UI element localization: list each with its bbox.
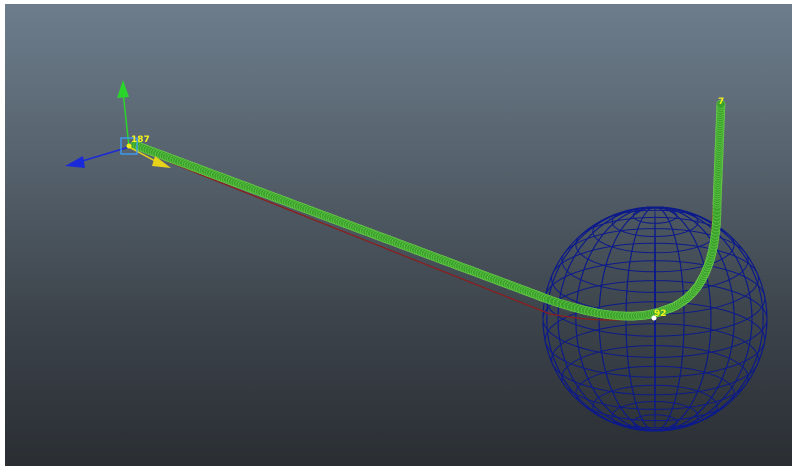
transform-manipulator[interactable] [65, 80, 171, 168]
mid-point-label: 92 [654, 309, 667, 319]
sphere-outline [542, 206, 768, 432]
z-axis-line [128, 146, 158, 163]
x-axis-arrow-icon[interactable] [65, 156, 85, 168]
mid-point-marker[interactable] [651, 315, 657, 321]
3d-viewport[interactable]: 187 92 7 [5, 4, 792, 466]
wireframe-sphere[interactable] [542, 206, 768, 432]
curve-point[interactable] [716, 99, 726, 109]
z-axis-arrow-icon[interactable] [152, 156, 171, 168]
point-curve[interactable] [130, 99, 726, 321]
viewport-canvas[interactable]: 187 92 7 [5, 4, 792, 466]
start-point-label: 187 [131, 135, 150, 145]
y-axis-arrow-icon[interactable] [117, 80, 129, 98]
end-point-label: 7 [718, 97, 724, 107]
pivot-point [126, 143, 132, 149]
y-axis-line [122, 91, 130, 148]
manipulator-handle-icon[interactable] [120, 137, 138, 155]
